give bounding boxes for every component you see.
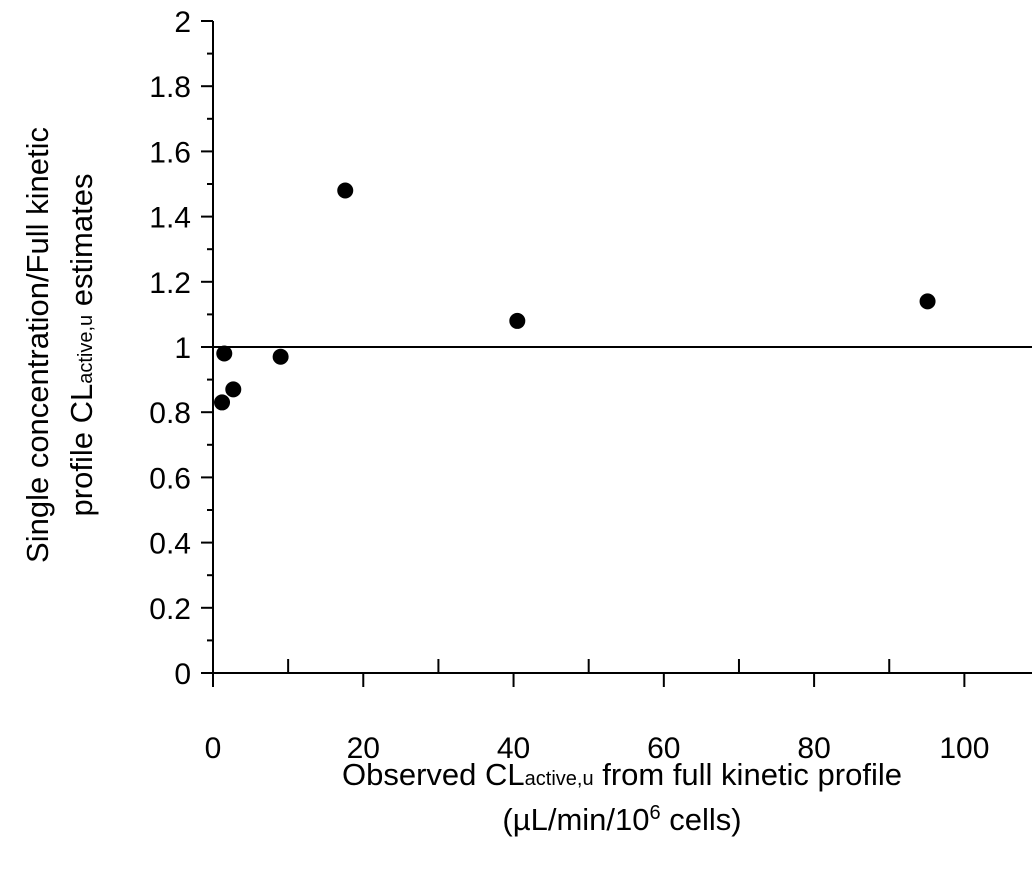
x-axis-ticks: 0 20 40 60 80 100: [205, 659, 989, 765]
x-tick-label: 40: [497, 732, 530, 765]
data-point: [225, 381, 242, 398]
x-axis-title-units: (µL/min/106 cells): [502, 802, 741, 837]
x-tick-label: 100: [939, 732, 989, 765]
data-point: [337, 182, 354, 199]
y-tick-label: 0.2: [149, 593, 191, 626]
data-point: [272, 348, 289, 365]
y-tick-label: 1.8: [149, 71, 191, 104]
data-point: [509, 312, 526, 329]
y-axis-ticks: 0 0.2 0.4 0.6 0.8 1 1.2 1.4 1.6 1.8 2: [149, 6, 213, 691]
y-tick-label: 1.6: [149, 136, 191, 169]
y-tick-label: 1.4: [149, 202, 191, 235]
x-tick-label: 60: [647, 732, 680, 765]
y-tick-label: 0.4: [149, 528, 191, 561]
y-tick-label: 0: [174, 658, 191, 691]
y-tick-label: 1.2: [149, 267, 191, 300]
data-point: [216, 345, 233, 362]
x-tick-label: 80: [797, 732, 830, 765]
y-tick-label: 2: [174, 6, 191, 39]
y-tick-label: 0.6: [149, 462, 191, 495]
y-axis-title-line2: profile CLactive,u estimates: [64, 174, 99, 517]
data-point: [214, 394, 231, 411]
x-tick-label: 20: [347, 732, 380, 765]
data-point: [919, 293, 936, 310]
y-tick-label: 1: [174, 332, 191, 365]
y-axis-title: Single concentration/Full kinetic: [20, 127, 55, 563]
y-tick-label: 0.8: [149, 397, 191, 430]
x-tick-label: 0: [205, 732, 222, 765]
x-axis-title: Observed CLactive,u from full kinetic pr…: [342, 757, 902, 792]
data-points: [214, 182, 936, 411]
